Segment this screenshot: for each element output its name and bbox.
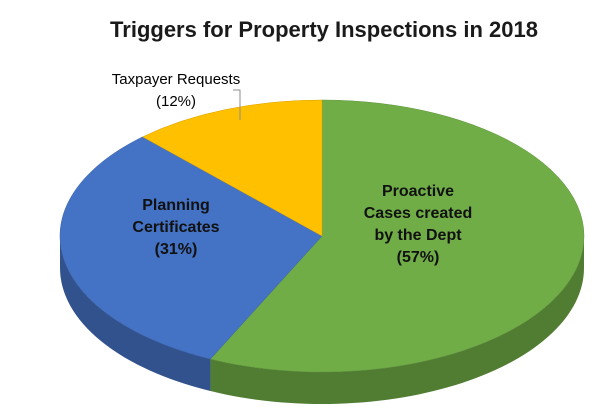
slice-label-planning-certificates: Planning Certificates (31%) xyxy=(132,197,219,258)
pie-slice-proactive-cases-created-by-the-dept xyxy=(209,99,585,373)
pie-depth xyxy=(60,236,584,404)
pie-depth-proactive-cases-created-by-the-dept xyxy=(210,236,584,404)
pie-labels: Proactive Cases created by the Dept (57%) Pl… xyxy=(112,71,472,266)
slice-label-taxpayer-requests: Taxpayer Requests (12%) xyxy=(112,71,240,110)
slice-label-proactive-cases-created-by-the-dept: Proactive Cases created by the Dept (57%) xyxy=(364,183,473,266)
pie-top xyxy=(59,99,585,373)
pie-slice-taxpayer-requests xyxy=(142,99,323,237)
pie-slice-planning-certificates xyxy=(59,136,323,360)
leader-line xyxy=(233,89,241,120)
pie-depth-planning-certificates xyxy=(60,236,211,392)
chart-title: Triggers for Property Inspections in 201… xyxy=(110,17,538,42)
